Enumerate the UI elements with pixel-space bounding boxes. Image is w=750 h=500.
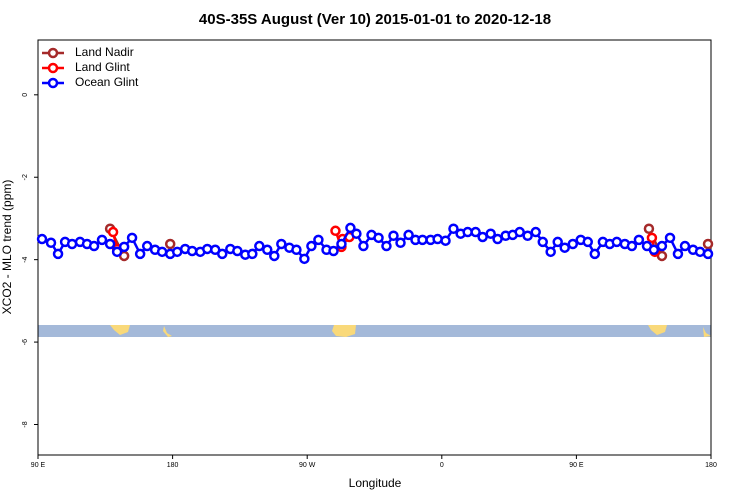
data-point (262, 244, 273, 256)
data-point (111, 246, 123, 258)
data-point (345, 222, 356, 234)
data-point (96, 234, 108, 246)
data-point (269, 250, 280, 262)
data-point (648, 244, 660, 256)
data-point (514, 226, 525, 238)
y-tick-label: -4 (22, 256, 29, 262)
x-tick-label: 90 E (569, 462, 584, 469)
data-point (470, 226, 481, 238)
legend-label: Land Nadir (75, 45, 134, 59)
data-point (118, 241, 130, 253)
data-point (313, 234, 324, 246)
data-point (254, 240, 265, 252)
data-point (403, 229, 414, 241)
data-point (477, 231, 488, 243)
data-point (545, 246, 556, 258)
data-point (299, 253, 310, 265)
data-point (395, 237, 406, 249)
data-point (537, 236, 548, 248)
x-tick-label: 180 (167, 462, 179, 469)
data-point (611, 236, 623, 248)
map-strip (38, 325, 711, 337)
x-tick-label: 90 E (31, 462, 46, 469)
data-point (381, 240, 392, 252)
x-axis-label: Longitude (349, 476, 402, 490)
data-point (373, 232, 384, 244)
data-point (567, 238, 579, 250)
data-point (643, 223, 655, 234)
data-point (358, 240, 369, 252)
x-tick-label: 0 (440, 462, 444, 469)
data-point (104, 238, 116, 250)
data-point (291, 244, 302, 256)
data-point (448, 223, 459, 234)
x-tick-label: 90 W (299, 462, 316, 469)
data-point (626, 240, 638, 252)
data-point (679, 240, 691, 252)
data-point (336, 238, 347, 250)
data-point (440, 235, 451, 246)
legend-label: Ocean Glint (75, 75, 139, 89)
chart-title: 40S-35S August (Ver 10) 2015-01-01 to 20… (199, 11, 551, 28)
legend-marker (47, 77, 59, 89)
data-point (522, 230, 533, 242)
data-point (646, 232, 658, 244)
data-point (164, 238, 176, 250)
data-point (126, 232, 138, 244)
data-point (432, 233, 443, 245)
data-point (672, 248, 684, 260)
data-point (530, 226, 541, 238)
data-point (417, 234, 428, 246)
legend-label: Land Glint (75, 60, 130, 74)
data-point (589, 248, 601, 260)
legend-marker (47, 62, 59, 74)
y-tick-label: 0 (22, 93, 29, 97)
data-point (156, 246, 168, 258)
data-point (52, 248, 64, 260)
data-point (217, 248, 228, 260)
data-point (36, 233, 48, 245)
y-tick-label: -2 (22, 174, 29, 180)
data-point (134, 248, 146, 260)
data-point (186, 245, 198, 257)
data-point (656, 240, 668, 252)
data-point (702, 248, 714, 260)
data-point (276, 238, 287, 250)
data-point (351, 228, 362, 239)
y-tick-label: -8 (22, 421, 29, 427)
data-point (702, 238, 714, 250)
data-point (88, 240, 100, 252)
data-point (559, 242, 570, 253)
y-axis-label: XCO2 - MLO trend (ppm) (0, 180, 14, 315)
data-point (552, 236, 563, 248)
data-point (306, 240, 317, 252)
data-point (582, 236, 594, 248)
x-tick-label: 180 (705, 462, 717, 469)
data-point (45, 237, 57, 249)
data-point (633, 234, 645, 246)
data-point (107, 226, 119, 238)
data-point (388, 230, 399, 242)
y-tick-label: -6 (22, 339, 29, 345)
data-point (664, 232, 676, 244)
data-point (232, 245, 243, 257)
data-point (330, 225, 341, 237)
data-point (485, 228, 496, 239)
data-point (328, 245, 339, 257)
data-point (141, 240, 153, 252)
legend-marker (47, 47, 59, 59)
data-point (492, 233, 503, 245)
data-point (247, 248, 258, 260)
